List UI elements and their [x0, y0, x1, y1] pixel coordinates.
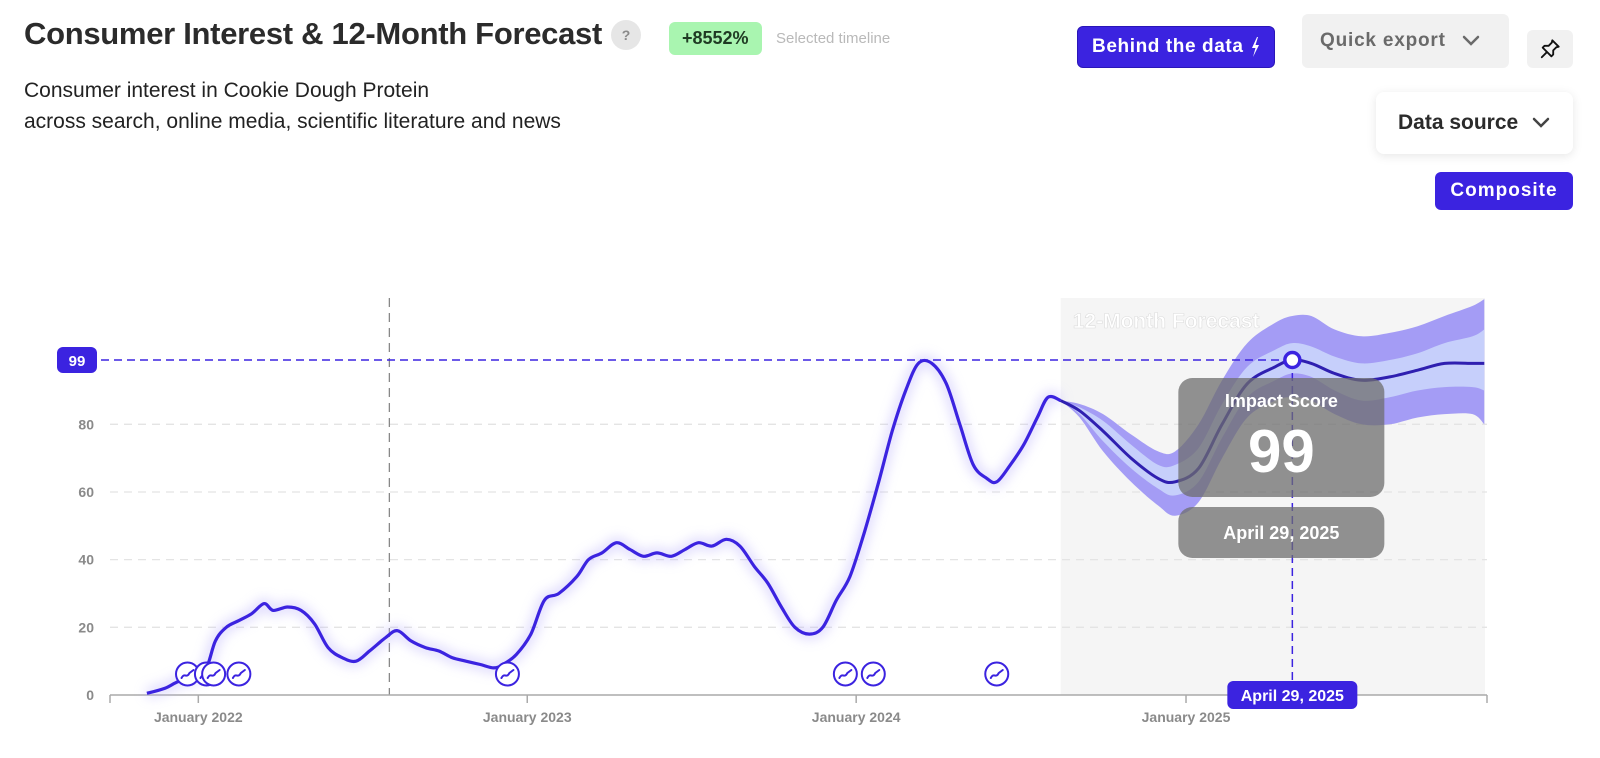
tooltip-title: Impact Score — [1225, 391, 1338, 411]
history-line — [146, 358, 1062, 695]
selected-timeline-label: Selected timeline — [776, 30, 891, 47]
chevron-down-icon — [1462, 35, 1479, 46]
tooltip-date-box — [1178, 507, 1385, 558]
event-marker — [226, 661, 252, 687]
behind-the-data-button[interactable]: Behind the data — [1077, 26, 1275, 68]
growth-badge: +8552% — [669, 22, 762, 55]
trend-icon — [206, 669, 221, 679]
data-source-dropdown[interactable]: Data source — [1376, 92, 1573, 154]
chevron-down-icon — [1532, 117, 1550, 128]
forecast-line — [1059, 358, 1485, 485]
y-tick-label: 40 — [78, 552, 94, 568]
event-marker — [494, 661, 520, 687]
lightning-icon — [1251, 37, 1259, 57]
highlight-date-label: April 29, 2025 — [1241, 688, 1344, 705]
event-marker — [984, 661, 1010, 687]
data-source-label: Data source — [1398, 111, 1519, 134]
trend-icon — [180, 669, 195, 679]
trend-icon — [500, 669, 515, 679]
trend-icon — [838, 669, 853, 679]
forecast-band-inner — [1060, 329, 1485, 496]
event-marker-circle — [226, 661, 252, 687]
event-marker-circle — [832, 661, 858, 687]
composite-button[interactable]: Composite — [1435, 172, 1573, 210]
highlight-point — [1283, 350, 1302, 370]
pin-icon — [1540, 39, 1560, 59]
trend-icon — [231, 669, 246, 679]
highlight-value-label: 99 — [69, 353, 86, 370]
behind-the-data-label: Behind the data — [1092, 36, 1244, 57]
pin-button[interactable] — [1527, 30, 1573, 68]
event-marker — [860, 661, 886, 687]
help-icon[interactable]: ? — [611, 20, 641, 50]
x-tick-label: January 2023 — [483, 709, 572, 725]
x-tick-label: January 2025 — [1142, 709, 1231, 725]
subtitle-line-1: Consumer interest in Cookie Dough Protei… — [24, 79, 430, 102]
highlight-date-badge — [1227, 681, 1358, 709]
event-marker-circle — [494, 661, 520, 687]
forecast-band-outer — [1060, 299, 1485, 516]
trend-icon — [866, 669, 881, 679]
event-marker-circle — [984, 661, 1010, 687]
y-tick-label: 80 — [78, 416, 94, 432]
event-marker-circle — [201, 661, 227, 687]
y-tick-label: 0 — [86, 687, 94, 703]
tooltip-date: April 29, 2025 — [1223, 523, 1339, 543]
event-marker-circle — [860, 661, 886, 687]
quick-export-label: Quick export — [1320, 30, 1446, 51]
chart-subtitle: Consumer interest in Cookie Dough Protei… — [24, 75, 561, 137]
y-tick-label: 20 — [78, 619, 94, 635]
subtitle-line-2: across search, online media, scientific … — [24, 110, 561, 133]
tooltip-value: 99 — [1248, 418, 1315, 485]
tooltip-score-box — [1178, 378, 1385, 497]
trend-icon — [989, 669, 1004, 679]
x-tick-label: January 2022 — [154, 709, 243, 725]
history-line-glow — [145, 355, 1063, 698]
event-marker — [832, 661, 858, 687]
page-title: Consumer Interest & 12-Month Forecast — [24, 16, 603, 51]
x-tick-label: January 2024 — [812, 709, 901, 725]
y-tick-label: 60 — [78, 484, 94, 500]
forecast-label: 12-Month Forecast — [1073, 310, 1260, 333]
event-marker — [201, 661, 227, 687]
highlight-value-badge — [57, 347, 97, 373]
quick-export-button[interactable]: Quick export — [1302, 14, 1509, 68]
